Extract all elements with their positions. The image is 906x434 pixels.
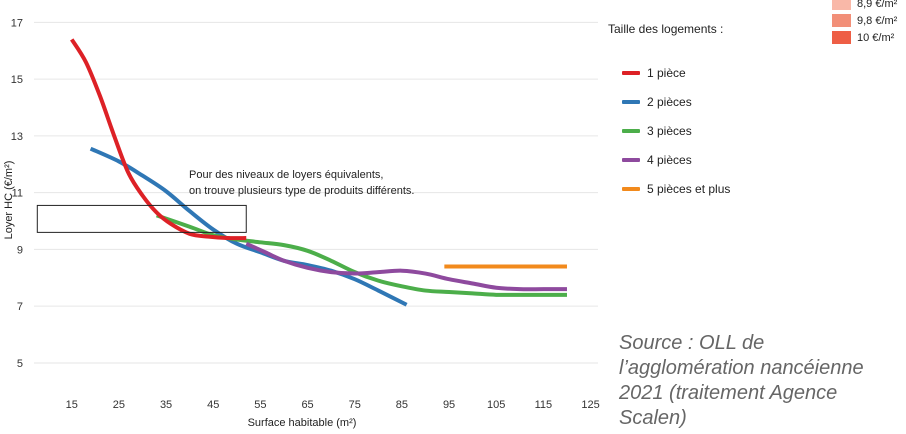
- y-tick-labels: 5 7 9 11 13 15 17: [11, 17, 23, 370]
- x-tick-label: 125: [581, 399, 599, 411]
- scale-swatch: [832, 0, 851, 10]
- scale-item: 10 €/m²: [832, 29, 897, 46]
- scale-label: 10 €/m²: [857, 31, 895, 44]
- x-tick-label: 25: [113, 399, 125, 411]
- annotation-text: Pour des niveaux de loyers équivalents,: [189, 169, 383, 181]
- x-tick-label: 115: [535, 399, 553, 411]
- scale-swatch: [832, 31, 851, 44]
- y-tick-label: 13: [11, 131, 23, 143]
- y-tick-label: 5: [17, 358, 23, 370]
- legend-label: 1 pièce: [647, 65, 686, 80]
- y-tick-label: 17: [11, 17, 23, 29]
- legend-swatch: [622, 70, 640, 75]
- legend-item: 5 pièces et plus: [608, 174, 730, 203]
- legend-item: 3 pièces: [608, 116, 730, 145]
- series-line: [245, 241, 567, 292]
- x-tick-label: 15: [66, 399, 78, 411]
- x-tick-label: 95: [443, 399, 455, 411]
- source-note: Source : OLL de l’agglomération nancéien…: [619, 332, 864, 429]
- y-tick-label: 7: [17, 301, 23, 313]
- x-tick-labels: 15 25 35 45 55 65 75 85 95 105 115 125: [66, 399, 600, 411]
- x-tick-label: 65: [301, 399, 313, 411]
- price-scale-legend: 8,9 €/m² 9,8 €/m² 10 €/m²: [832, 0, 897, 46]
- legend-item: 2 pièces: [608, 87, 730, 116]
- scale-item: 9,8 €/m²: [832, 12, 897, 29]
- legend-swatch: [622, 99, 640, 104]
- x-tick-label: 45: [207, 399, 219, 411]
- x-axis-title: Surface habitable (m²): [248, 417, 357, 429]
- legend-item: 1 pièce: [608, 58, 730, 87]
- legend-label: 3 pièces: [647, 123, 692, 138]
- y-axis-title: Loyer HC (€/m²): [3, 161, 15, 240]
- x-tick-label: 55: [254, 399, 266, 411]
- legend-label: 2 pièces: [647, 94, 692, 109]
- y-tick-label: 11: [12, 188, 23, 200]
- x-tick-label: 85: [396, 399, 408, 411]
- y-tick-label: 9: [17, 244, 23, 256]
- annotation-box: [36, 204, 247, 233]
- x-tick-label: 35: [160, 399, 172, 411]
- annotation: Pour des niveaux de loyers équivalents, o…: [36, 169, 414, 233]
- legend-label: 4 pièces: [647, 152, 692, 167]
- scale-swatch: [832, 14, 851, 27]
- scale-label: 8,9 €/m²: [857, 0, 898, 10]
- scale-item: 8,9 €/m²: [832, 0, 897, 12]
- annotation-text: on trouve plusieurs type de produits dif…: [189, 185, 414, 197]
- legend-label: 5 pièces et plus: [647, 181, 731, 196]
- gridlines: [34, 21, 598, 364]
- x-tick-label: 75: [349, 399, 361, 411]
- legend-items: 1 pièce 2 pièces 3 pièces 4 pièces 5 pièces …: [608, 58, 730, 203]
- series-line: [70, 38, 247, 241]
- y-tick-label: 15: [11, 74, 23, 86]
- series-line: [89, 146, 408, 307]
- legend-item: 4 pièces: [608, 145, 730, 174]
- scale-label: 9,8 €/m²: [857, 14, 898, 27]
- legend-swatch: [622, 186, 640, 191]
- legend: Taille des logements : 1 pièce 2 pièces 3 …: [608, 22, 730, 203]
- legend-title: Taille des logements :: [608, 22, 724, 36]
- legend-swatch: [622, 157, 640, 162]
- series-lines: [70, 38, 567, 307]
- x-tick-label: 105: [487, 399, 505, 411]
- legend-swatch: [622, 128, 640, 133]
